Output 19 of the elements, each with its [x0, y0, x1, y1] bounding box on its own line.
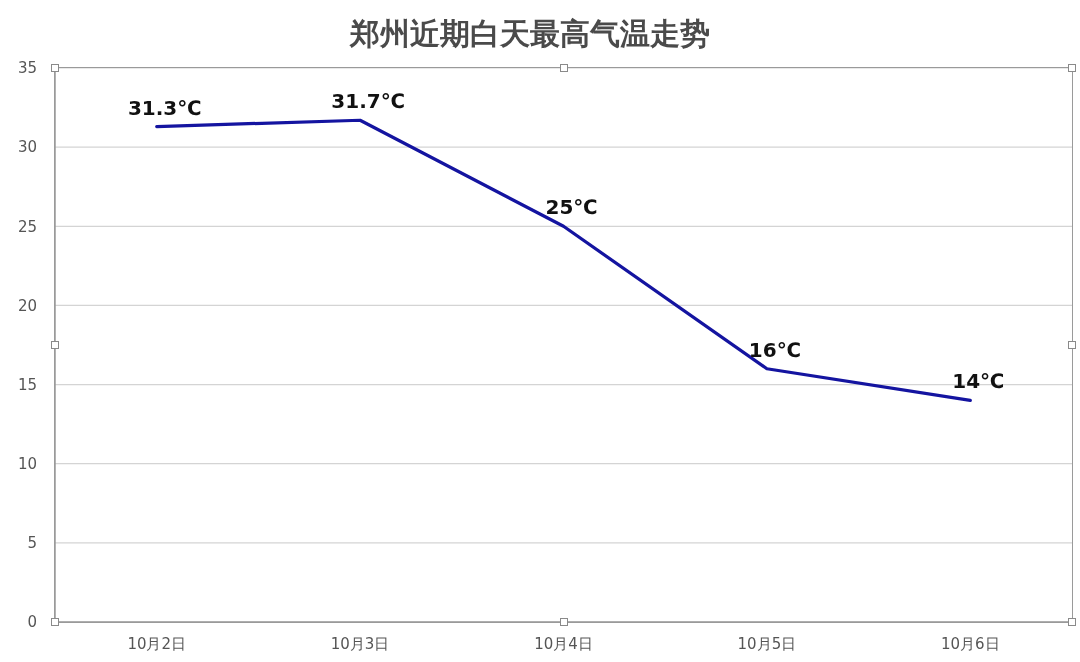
y-tick-label: 5	[27, 534, 37, 553]
data-label: 25℃	[545, 195, 598, 220]
y-tick-label: 0	[27, 613, 37, 632]
x-tick-label: 10月3日	[330, 634, 390, 653]
y-tick-label: 20	[17, 296, 37, 315]
x-tick-label: 10月4日	[534, 634, 593, 653]
data-label: 16℃	[748, 337, 801, 362]
y-tick-label: 25	[17, 217, 37, 236]
data-label: 31.7℃	[331, 89, 405, 114]
x-tick-label: 10月6日	[940, 634, 1000, 653]
data-label: 31.3℃	[127, 95, 202, 120]
y-tick-label: 10	[17, 455, 37, 474]
x-tick-label: 10月5日	[737, 634, 797, 653]
chart-title: 郑州近期白天最高气温走势	[348, 15, 711, 53]
x-tick-label: 10月2日	[127, 634, 187, 653]
y-tick-label: 15	[17, 375, 37, 394]
y-tick-label: 30	[17, 138, 37, 157]
y-tick-label: 35	[17, 59, 37, 78]
data-label: 14℃	[952, 369, 1005, 394]
